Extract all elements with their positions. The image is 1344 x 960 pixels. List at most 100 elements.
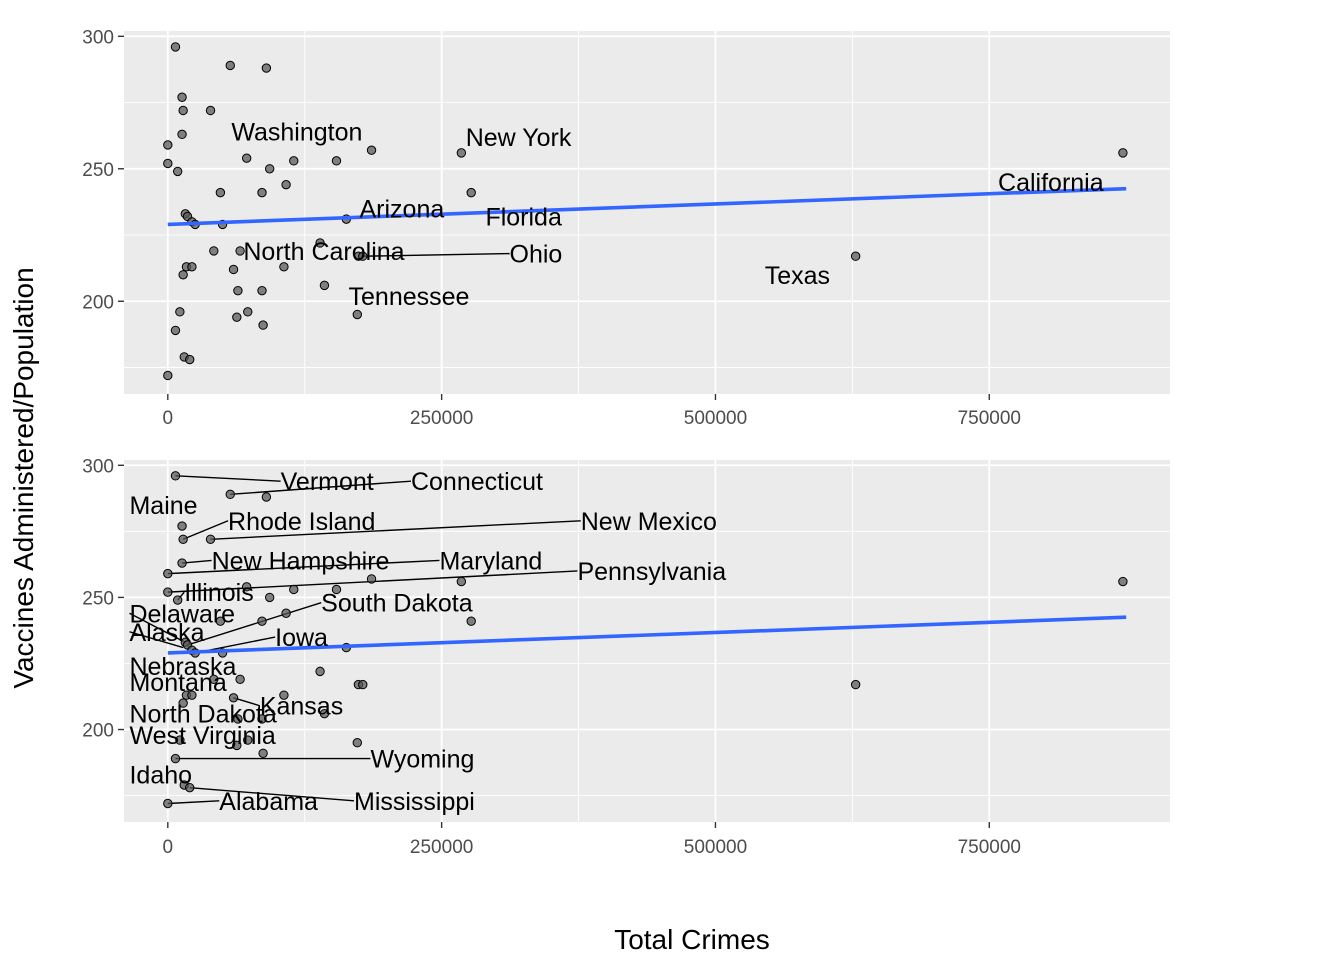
- label-leader-line: [167, 559, 440, 575]
- state-label: Montana: [129, 669, 226, 697]
- data-point: [187, 690, 197, 700]
- y-tick-label: 250: [82, 588, 114, 609]
- label-leader-line: [129, 631, 184, 649]
- data-point: [850, 251, 861, 261]
- data-point: [175, 735, 185, 745]
- y-axis-title: Vaccines Administered/Population: [8, 267, 39, 688]
- label-leader-line: [362, 252, 510, 257]
- data-point: [232, 312, 242, 322]
- data-point: [279, 262, 289, 272]
- data-point: [235, 246, 245, 256]
- data-point: [233, 285, 243, 296]
- y-tick-label: 300: [82, 456, 114, 477]
- data-point: [264, 164, 275, 174]
- data-point: [264, 592, 275, 603]
- data-point: [281, 608, 291, 618]
- data-point: [170, 325, 181, 336]
- data-point: [352, 309, 362, 320]
- data-point: [257, 616, 267, 626]
- state-label: Washington: [231, 119, 362, 147]
- state-label: North Carolina: [243, 238, 404, 266]
- state-label: New Mexico: [581, 508, 717, 536]
- state-label: Alabama: [219, 788, 318, 816]
- state-label: New Hampshire: [212, 547, 390, 575]
- data-point: [319, 280, 330, 291]
- label-leader-line: [167, 800, 220, 805]
- data-point: [178, 270, 188, 280]
- x-tick-label: 500000: [684, 408, 747, 429]
- state-label: West Virginia: [129, 722, 275, 750]
- data-point: [243, 735, 253, 745]
- data-point: [163, 370, 173, 381]
- x-axis-title: Total Crimes: [614, 924, 770, 955]
- data-point: [456, 148, 467, 158]
- label-leader-line: [182, 520, 229, 540]
- data-point: [289, 156, 299, 166]
- data-point: [163, 587, 173, 597]
- data-point: [185, 782, 195, 793]
- data-point: [209, 246, 219, 256]
- data-point: [187, 262, 197, 272]
- data-point: [163, 158, 173, 169]
- data-point: [170, 471, 181, 481]
- trend-line: [167, 615, 1127, 655]
- state-label: Tennessee: [349, 283, 470, 311]
- data-point: [185, 354, 195, 365]
- state-label: Rhode Island: [228, 508, 375, 536]
- x-tick-label: 750000: [958, 408, 1021, 429]
- state-label: California: [998, 169, 1104, 197]
- data-point: [233, 714, 243, 724]
- state-label: New York: [466, 124, 572, 152]
- data-point: [175, 307, 185, 317]
- trend-line: [167, 186, 1127, 227]
- data-point: [261, 492, 272, 502]
- data-point: [178, 105, 188, 116]
- state-label: Illinois: [184, 579, 253, 607]
- state-label: Maine: [129, 492, 197, 520]
- data-point: [170, 753, 181, 764]
- data-point: [331, 156, 342, 166]
- data-point: [1118, 576, 1128, 587]
- data-point: [289, 584, 299, 595]
- label-leader-line: [175, 475, 281, 482]
- data-point: [209, 674, 219, 685]
- state-label: Connecticut: [411, 468, 543, 496]
- data-point: [258, 748, 268, 758]
- label-leader-line: [129, 612, 186, 643]
- data-point: [225, 489, 235, 500]
- state-label: South Dakota: [321, 590, 473, 618]
- data-point: [366, 574, 377, 584]
- data-point: [178, 698, 188, 708]
- x-tick-label: 250000: [410, 408, 473, 429]
- data-point: [163, 798, 173, 809]
- x-tick-label: 500000: [684, 837, 747, 858]
- state-label: Vermont: [281, 468, 374, 496]
- data-point: [466, 616, 476, 626]
- state-label: Mississippi: [354, 788, 475, 816]
- data-point: [331, 584, 342, 595]
- data-point: [172, 166, 183, 177]
- data-point: [205, 534, 216, 544]
- data-point: [177, 558, 187, 568]
- state-label: North Dakota: [129, 701, 276, 729]
- data-point: [258, 320, 268, 330]
- x-tick-label: 250000: [410, 837, 473, 858]
- data-point: [315, 666, 325, 677]
- label-leader-line: [210, 520, 581, 540]
- data-point: [466, 187, 476, 198]
- state-label: Wyoming: [370, 746, 474, 774]
- x-tick-label: 0: [163, 408, 174, 429]
- data-point: [163, 568, 173, 579]
- data-point: [225, 60, 235, 71]
- state-label: Ohio: [510, 241, 563, 269]
- data-point: [241, 582, 252, 592]
- x-tick-label: 750000: [958, 837, 1021, 858]
- state-label: Texas: [765, 262, 830, 290]
- state-label: Maryland: [439, 547, 542, 575]
- data-point: [850, 679, 861, 690]
- data-point: [232, 740, 242, 751]
- y-tick-label: 200: [82, 292, 114, 313]
- y-tick-label: 300: [82, 27, 114, 48]
- data-point: [241, 153, 252, 163]
- x-tick-label: 0: [163, 837, 174, 858]
